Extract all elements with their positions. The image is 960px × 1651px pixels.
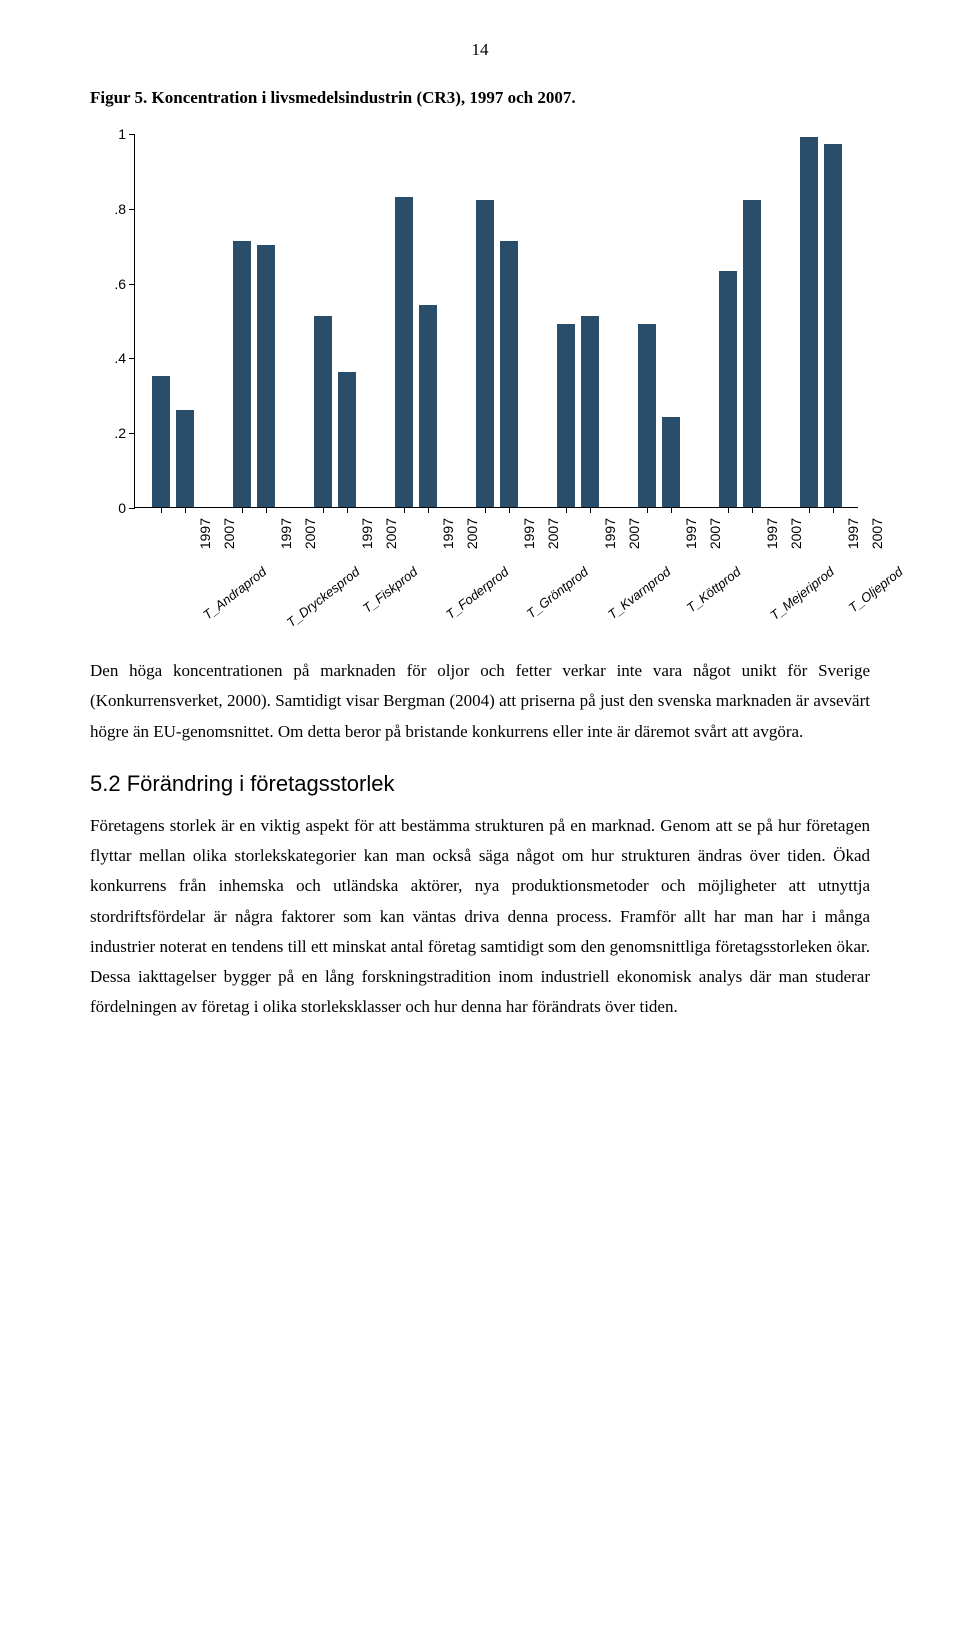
y-tick [129,284,135,285]
page-number: 14 [90,40,870,60]
x-tick [590,507,591,513]
plot-area [134,134,858,508]
x-year-label: 2007 [869,518,885,549]
x-year-label: 2007 [464,518,480,549]
figure-caption: Figur 5. Koncentration i livsmedelsindus… [90,88,870,108]
x-year-label: 1997 [359,518,375,549]
x-tick [266,507,267,513]
x-year-label: 1997 [197,518,213,549]
x-tick [185,507,186,513]
x-year-label: 2007 [221,518,237,549]
cr3-chart: 0.2.4.6.81 19972007T_Andraprod19972007T_… [90,126,870,616]
x-tick [323,507,324,513]
bar [500,241,518,507]
x-tick [161,507,162,513]
bar [824,144,842,507]
bar [719,271,737,507]
y-tick [129,433,135,434]
x-category-label: T_Oljeprod [846,564,906,615]
x-tick [404,507,405,513]
x-year-label: 2007 [383,518,399,549]
x-year-label: 1997 [683,518,699,549]
x-year-label: 2007 [302,518,318,549]
y-tick-label: 1 [98,126,126,142]
x-tick [428,507,429,513]
x-tick [752,507,753,513]
bar [581,316,599,507]
y-tick [129,134,135,135]
x-year-label: 2007 [626,518,642,549]
x-tick [242,507,243,513]
x-category-label: T_Foderprod [443,564,511,622]
x-year-label: 1997 [278,518,294,549]
x-year-label: 2007 [545,518,561,549]
bar [743,200,761,507]
x-year-label: 1997 [602,518,618,549]
bar [395,197,413,507]
bar [419,305,437,507]
bar [800,137,818,507]
x-tick [647,507,648,513]
bar [257,245,275,507]
x-tick [728,507,729,513]
bar [314,316,332,507]
y-tick [129,358,135,359]
x-tick [566,507,567,513]
y-tick-label: .4 [98,350,126,366]
x-category-label: T_Fiskprod [360,564,420,616]
y-tick-label: 0 [98,500,126,516]
x-year-label: 1997 [440,518,456,549]
x-year-label: 2007 [707,518,723,549]
x-category-label: T_Gröntprod [524,564,591,621]
x-category-label: T_Dryckesprod [284,564,363,630]
x-tick [347,507,348,513]
x-year-label: 1997 [845,518,861,549]
bar [476,200,494,507]
y-tick [129,209,135,210]
x-category-label: T_Köttprod [684,564,744,615]
x-tick [509,507,510,513]
bar [662,417,680,507]
y-tick-label: .6 [98,276,126,292]
x-tick [833,507,834,513]
bar [176,410,194,507]
x-tick [809,507,810,513]
x-tick [671,507,672,513]
y-tick [129,508,135,509]
bar [152,376,170,507]
x-category-label: T_Mejeriprod [767,564,837,623]
y-tick-label: .8 [98,201,126,217]
paragraph-1: Den höga koncentrationen på marknaden fö… [90,656,870,747]
bar [233,241,251,507]
bar [638,324,656,507]
y-tick-label: .2 [98,425,126,441]
bar [557,324,575,507]
paragraph-2: Företagens storlek är en viktig aspekt f… [90,811,870,1023]
bar [338,372,356,507]
x-tick [485,507,486,513]
x-category-label: T_Kvarnprod [605,564,673,622]
x-year-label: 1997 [521,518,537,549]
x-category-label: T_Andraprod [200,564,269,623]
section-heading: 5.2 Förändring i företagsstorlek [90,771,870,797]
x-year-label: 1997 [764,518,780,549]
x-year-label: 2007 [788,518,804,549]
